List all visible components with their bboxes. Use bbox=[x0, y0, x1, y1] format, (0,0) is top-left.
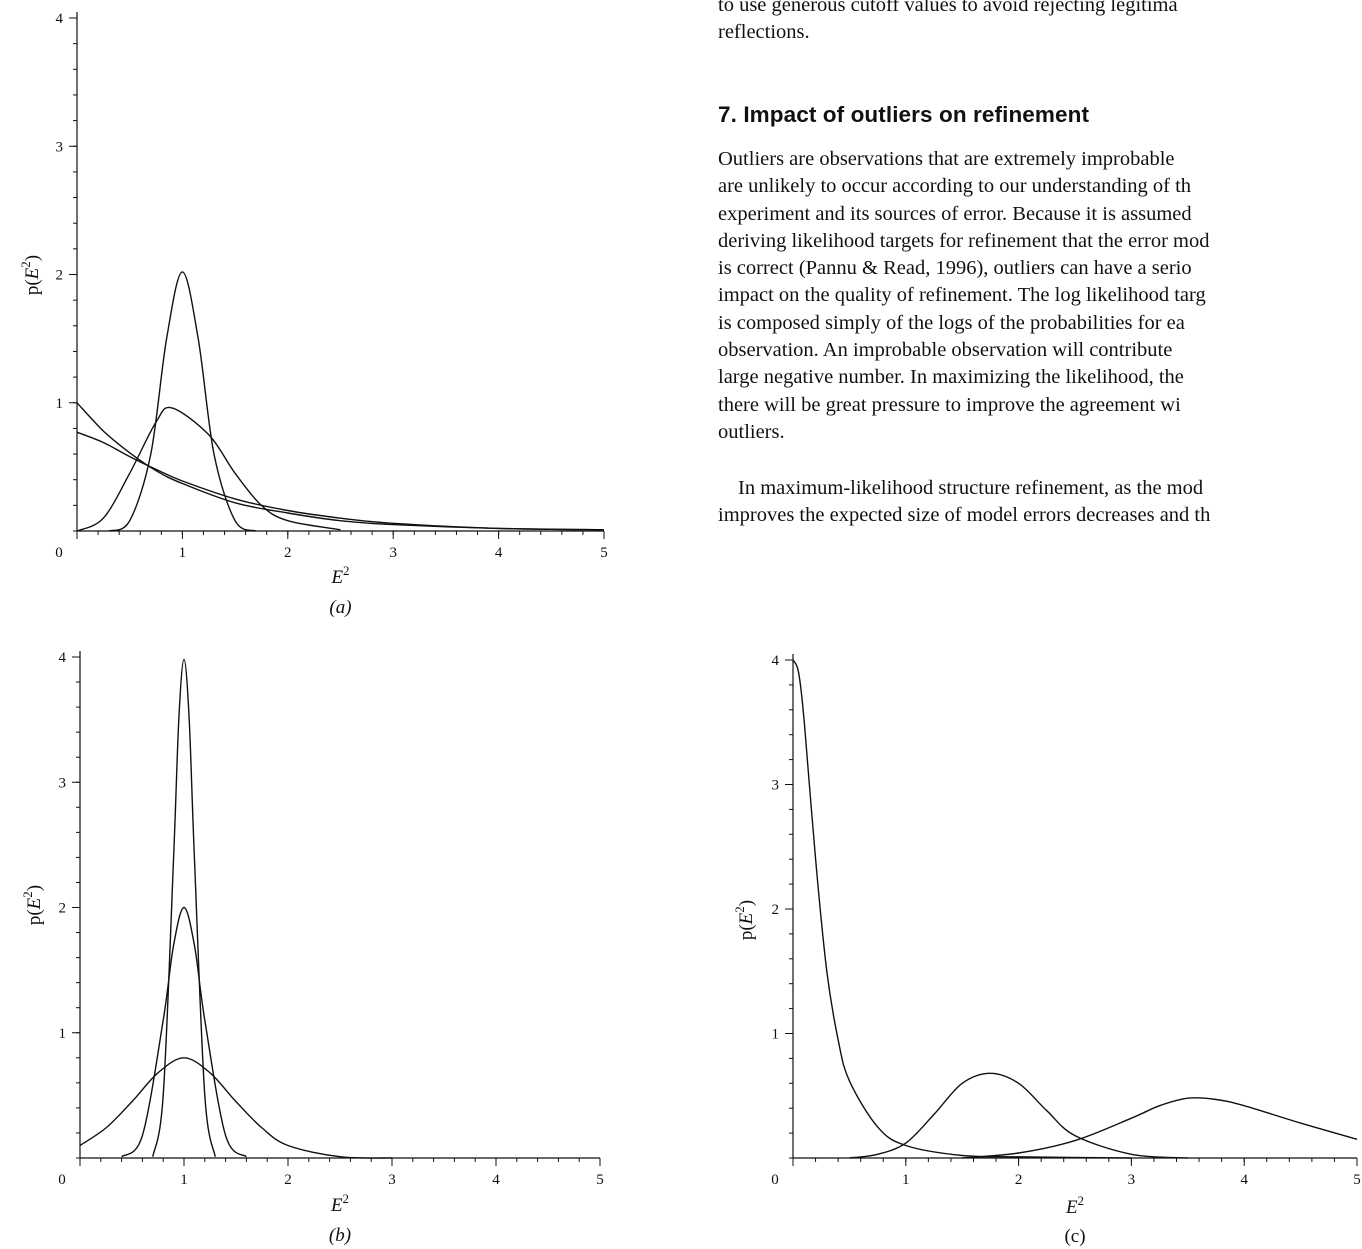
paragraph-outliers: Outliers are observations that are extre… bbox=[718, 146, 1209, 446]
x-tick-label: 0 bbox=[771, 1172, 779, 1188]
x-tick-label: 1 bbox=[902, 1172, 910, 1188]
y-tick-label: 2 bbox=[59, 901, 67, 917]
text-line: to use generous cutoff values to avoid r… bbox=[718, 0, 1178, 16]
x-tick-label: 4 bbox=[492, 1172, 500, 1188]
text-line: there will be great pressure to improve … bbox=[718, 393, 1181, 416]
y-tick-label: 1 bbox=[56, 396, 64, 412]
series-line-1 bbox=[79, 1057, 393, 1159]
text-line: are unlikely to occur according to our u… bbox=[718, 175, 1192, 198]
y-tick-label: 4 bbox=[56, 11, 64, 27]
x-tick-label: 5 bbox=[596, 1172, 604, 1188]
y-axis-title: p(E2) bbox=[732, 900, 757, 940]
x-tick-label: 2 bbox=[284, 1172, 292, 1188]
y-tick-label: 4 bbox=[59, 650, 67, 666]
text-line: In maximum-likelihood structure refineme… bbox=[738, 477, 1204, 499]
series-line-2 bbox=[76, 431, 605, 531]
series-line-3 bbox=[152, 658, 216, 1157]
y-tick-label: 3 bbox=[772, 778, 780, 794]
text-line: observation. An improbable observation w… bbox=[718, 339, 1173, 362]
panel-c: 0 1 2 3 4 5 1 2 3 4 E2 p(E2) (c) bbox=[732, 653, 1361, 1247]
y-axis-title: p(E2) bbox=[20, 885, 45, 925]
text-line: is composed simply of the logs of the pr… bbox=[718, 311, 1185, 334]
y-tick-label: 3 bbox=[59, 775, 67, 791]
text-line: reflections. bbox=[718, 21, 810, 44]
x-tick-label: 3 bbox=[388, 1172, 396, 1188]
y-tick-label: 2 bbox=[772, 902, 780, 918]
y-tick-label: 1 bbox=[772, 1027, 780, 1043]
series-line-1 bbox=[792, 659, 1132, 1159]
y-tick-label: 3 bbox=[56, 139, 64, 155]
paragraph-ml-refinement: In maximum-likelihood structure refineme… bbox=[718, 475, 1210, 530]
x-axis-title: E2 bbox=[330, 563, 349, 588]
x-tick-label: 3 bbox=[389, 545, 397, 561]
x-tick-label: 5 bbox=[600, 545, 608, 561]
x-tick-label: 2 bbox=[1015, 1172, 1023, 1188]
y-tick-label: 1 bbox=[59, 1026, 67, 1042]
panel-caption: (a) bbox=[329, 597, 351, 618]
x-tick-label: 0 bbox=[55, 545, 63, 561]
text-line: outliers. bbox=[718, 420, 785, 443]
text-line: experiment and its sources of error. Bec… bbox=[718, 202, 1192, 225]
text-line: is correct (Pannu & Read, 1996), outlier… bbox=[718, 257, 1192, 280]
series-line-2 bbox=[121, 906, 247, 1158]
series-line-3 bbox=[962, 1097, 1358, 1159]
series-line-3 bbox=[76, 406, 341, 532]
x-tick-label: 2 bbox=[284, 545, 292, 561]
panel-caption: (c) bbox=[1064, 1226, 1085, 1247]
x-tick-label: 4 bbox=[1240, 1172, 1248, 1188]
text-line: impact on the quality of refinement. The… bbox=[718, 284, 1206, 307]
text-line: improves the expected size of model erro… bbox=[718, 504, 1211, 527]
series-line-4 bbox=[108, 271, 257, 532]
text-line: large negative number. In maximizing the… bbox=[718, 366, 1184, 389]
x-tick-label: 4 bbox=[495, 545, 503, 561]
y-tick-label: 2 bbox=[56, 268, 64, 284]
y-axis-title: p(E2) bbox=[18, 255, 43, 295]
x-tick-label: 5 bbox=[1353, 1172, 1361, 1188]
panel-b: 0 1 2 3 4 5 1 2 3 4 E2 p(E2) (b) bbox=[20, 650, 604, 1246]
x-axis-title: E2 bbox=[1065, 1193, 1084, 1218]
previous-paragraph-fragment: to use generous cutoff values to avoid r… bbox=[718, 0, 1178, 47]
x-tick-label: 1 bbox=[179, 545, 187, 561]
x-tick-label: 3 bbox=[1128, 1172, 1136, 1188]
series-line-2 bbox=[849, 1072, 1188, 1159]
text-line: deriving likelihood targets for refineme… bbox=[718, 229, 1210, 252]
x-axis-title: E2 bbox=[330, 1191, 349, 1216]
x-tick-label: 0 bbox=[58, 1172, 66, 1188]
y-tick-label: 4 bbox=[772, 653, 780, 669]
article-text-column: to use generous cutoff values to avoid r… bbox=[718, 0, 1362, 620]
section-heading: 7. Impact of outliers on refinement bbox=[718, 102, 1090, 127]
panel-a: 0 1 2 3 4 5 1 2 3 4 E2 p(E2) (a) bbox=[18, 11, 608, 618]
panel-caption: (b) bbox=[329, 1225, 351, 1246]
x-tick-label: 1 bbox=[180, 1172, 188, 1188]
text-line: Outliers are observations that are extre… bbox=[718, 148, 1175, 170]
